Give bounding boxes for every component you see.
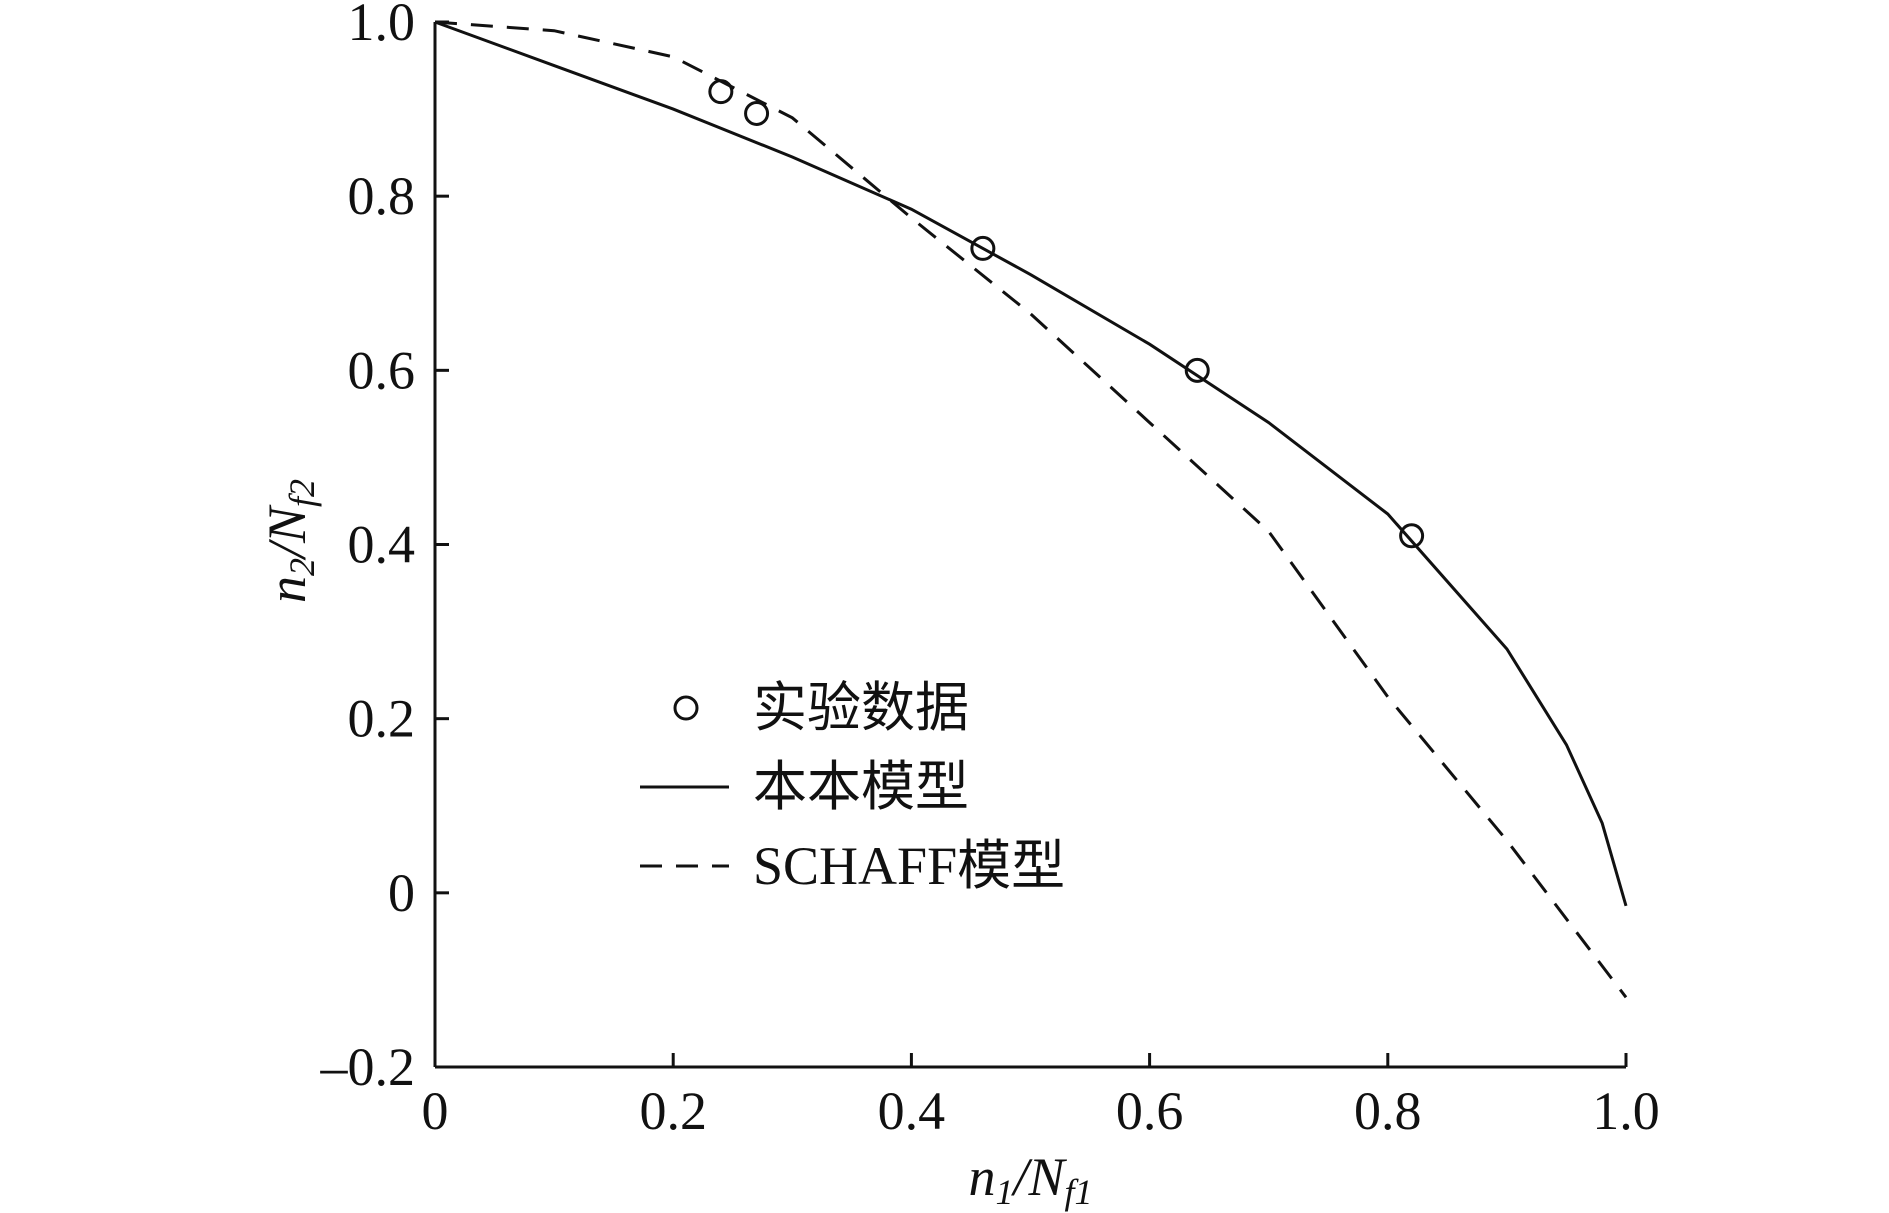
x-label: n1/Nf1 [968,1147,1092,1212]
data-point [1399,523,1425,549]
label-part: f1 [1065,1172,1093,1212]
label-part: 2 [282,558,322,576]
legend-label: SCHAFF模型 [753,836,1065,896]
legend-marker [673,695,699,721]
data-point [1184,357,1210,383]
y-tick-label: 0.6 [348,340,416,400]
x-tick-label: 0.2 [639,1081,707,1141]
y-tick-label: 1.0 [348,0,416,52]
x-tick-label: 0.4 [878,1081,946,1141]
label-part: /N [1010,1147,1067,1207]
y-tick-label: 0 [388,863,415,923]
y-tick-label: –0.2 [320,1037,416,1097]
label-part: /N [257,504,317,561]
label-part: n [968,1147,995,1207]
label-part: f2 [282,479,322,507]
x-tick-label: 0.6 [1116,1081,1184,1141]
x-tick-label: 0 [422,1081,449,1141]
label-part: 1 [995,1172,1013,1212]
series-line [434,20,1628,999]
x-tick-label: 1.0 [1592,1081,1660,1141]
data-point [744,100,770,126]
y-tick-label: 0.4 [348,515,416,575]
label-part: n [257,576,317,603]
y-tick-label: 0.2 [348,689,416,749]
y-label: n2/Nf2 [257,479,322,603]
data-point [970,235,996,261]
legend-label: 本本模型 [753,757,969,817]
series-line [434,20,1628,907]
legend-label: 实验数据 [753,678,969,738]
x-tick-label: 0.8 [1354,1081,1422,1141]
y-tick-label: 0.8 [348,166,416,226]
